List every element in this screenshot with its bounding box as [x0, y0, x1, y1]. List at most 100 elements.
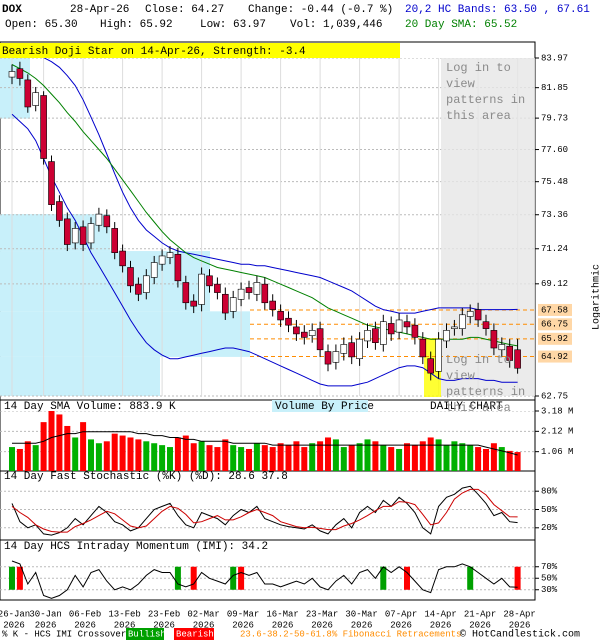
volume-bar: [222, 439, 229, 471]
crossover-bar: [380, 566, 387, 590]
candle-body: [166, 252, 174, 258]
y-tick-label: 50%: [541, 505, 558, 515]
legend-sma: 20 Day SMA: 65.52: [405, 19, 517, 31]
scale-label: Logarithmic: [591, 264, 600, 330]
stochastic-plot: [0, 485, 535, 536]
crossover-bar: [467, 566, 474, 590]
volume-bar: [348, 445, 355, 471]
volume-bar: [325, 437, 331, 471]
candle-body: [372, 328, 379, 343]
indicator-line: [11, 488, 518, 533]
candle-body: [451, 326, 458, 329]
candle-body: [506, 345, 514, 361]
x-tick-year: 2026: [232, 620, 254, 630]
candle-body: [40, 95, 47, 159]
x-tick-year: 2026: [469, 620, 491, 630]
candle-body: [411, 324, 419, 338]
login-note: Log in to view patterns in this area: [446, 61, 526, 123]
candle-body: [182, 282, 190, 304]
volume-bar: [388, 447, 395, 471]
candle-body: [482, 321, 490, 329]
candle-body: [324, 351, 332, 365]
candle-body: [435, 338, 442, 372]
volume-bar: [159, 445, 166, 471]
legend-bullish: Bullish: [128, 629, 166, 639]
volume-bar: [317, 441, 324, 471]
candle-body: [340, 344, 348, 354]
candle-body: [245, 287, 253, 293]
volume-bar: [340, 447, 347, 471]
candle-body: [308, 330, 316, 336]
volume-bar: [427, 437, 434, 471]
volume-by-price-bar: [0, 356, 160, 396]
x-tick-label: 14-Apr: [424, 609, 456, 619]
volume-bar: [95, 443, 102, 471]
y-tick-label: 2.12 M: [541, 427, 573, 437]
volume-bar: [261, 445, 268, 471]
candle-body: [158, 255, 166, 265]
volume-bar: [16, 448, 23, 471]
candle-body: [143, 275, 150, 293]
candle-body: [419, 338, 427, 358]
candle-body: [198, 273, 205, 305]
y-tick-label: 20%: [541, 523, 558, 533]
x-tick-year: 2026: [35, 620, 57, 630]
y-tick-label: 71.24: [541, 244, 568, 254]
x-tick-year: 2026: [509, 620, 531, 630]
candle-body: [64, 218, 71, 245]
volume-bar: [396, 448, 403, 471]
volume-bar: [364, 439, 371, 471]
candle-body: [237, 288, 245, 300]
x-tick-label: 09-Mar: [227, 609, 259, 619]
candle-body: [135, 283, 142, 295]
volume-bar: [285, 445, 292, 471]
candle-body: [8, 71, 16, 78]
x-tick-label: 23-Mar: [306, 609, 338, 619]
volume-bar: [214, 447, 221, 471]
volume-sma-line: [12, 431, 518, 456]
candle-body: [214, 283, 221, 293]
y-tick-label: 1.06 M: [541, 447, 573, 457]
imi-title: 14 Day HCS Intraday Momentum (IMI): 34.2: [4, 541, 268, 553]
indicator-line: [11, 485, 518, 536]
volume-bar: [483, 448, 489, 471]
x-tick-year: 2026: [430, 620, 452, 630]
candle-body: [95, 213, 103, 226]
y-tick-label: 62.75: [541, 391, 568, 401]
candle-body: [119, 250, 126, 267]
candle-body: [150, 262, 158, 278]
candle-body: [443, 330, 450, 342]
candle-body: [458, 314, 466, 329]
volume-bar: [380, 445, 387, 471]
header-high: High: 65.92: [100, 19, 173, 31]
y-tick-label: 77.60: [541, 145, 568, 155]
candle-body: [395, 319, 403, 333]
x-tick-label: 28-Apr: [503, 609, 535, 619]
volume-bar: [182, 435, 189, 471]
volume-bar: [309, 443, 316, 471]
candle-body: [253, 282, 261, 295]
x-tick-year: 2026: [153, 620, 175, 630]
imi-plot: [0, 560, 535, 599]
header-volume: Vol: 1,039,446: [290, 19, 382, 31]
candle-body: [111, 228, 118, 253]
volume-bar: [174, 437, 181, 471]
volume-bar: [246, 448, 252, 471]
volume-bar: [143, 441, 150, 471]
chart-label: DAILY CHART: [430, 401, 503, 413]
upper-band-line: [43, 58, 518, 314]
x-tick-year: 2026: [272, 620, 294, 630]
fib-label-bg: [538, 350, 572, 363]
volume-bar: [269, 447, 276, 471]
fib-label: 64.92: [541, 352, 568, 362]
y-tick-label: 30%: [541, 585, 558, 595]
x-tick-year: 2026: [193, 620, 215, 630]
fib-label-bg: [538, 303, 572, 316]
volume-bar: [230, 445, 237, 471]
volume-bar: [332, 439, 339, 471]
volume-bar: [514, 452, 521, 471]
candle-body: [190, 300, 197, 307]
candle-body: [356, 338, 363, 359]
candle-body: [127, 267, 134, 287]
